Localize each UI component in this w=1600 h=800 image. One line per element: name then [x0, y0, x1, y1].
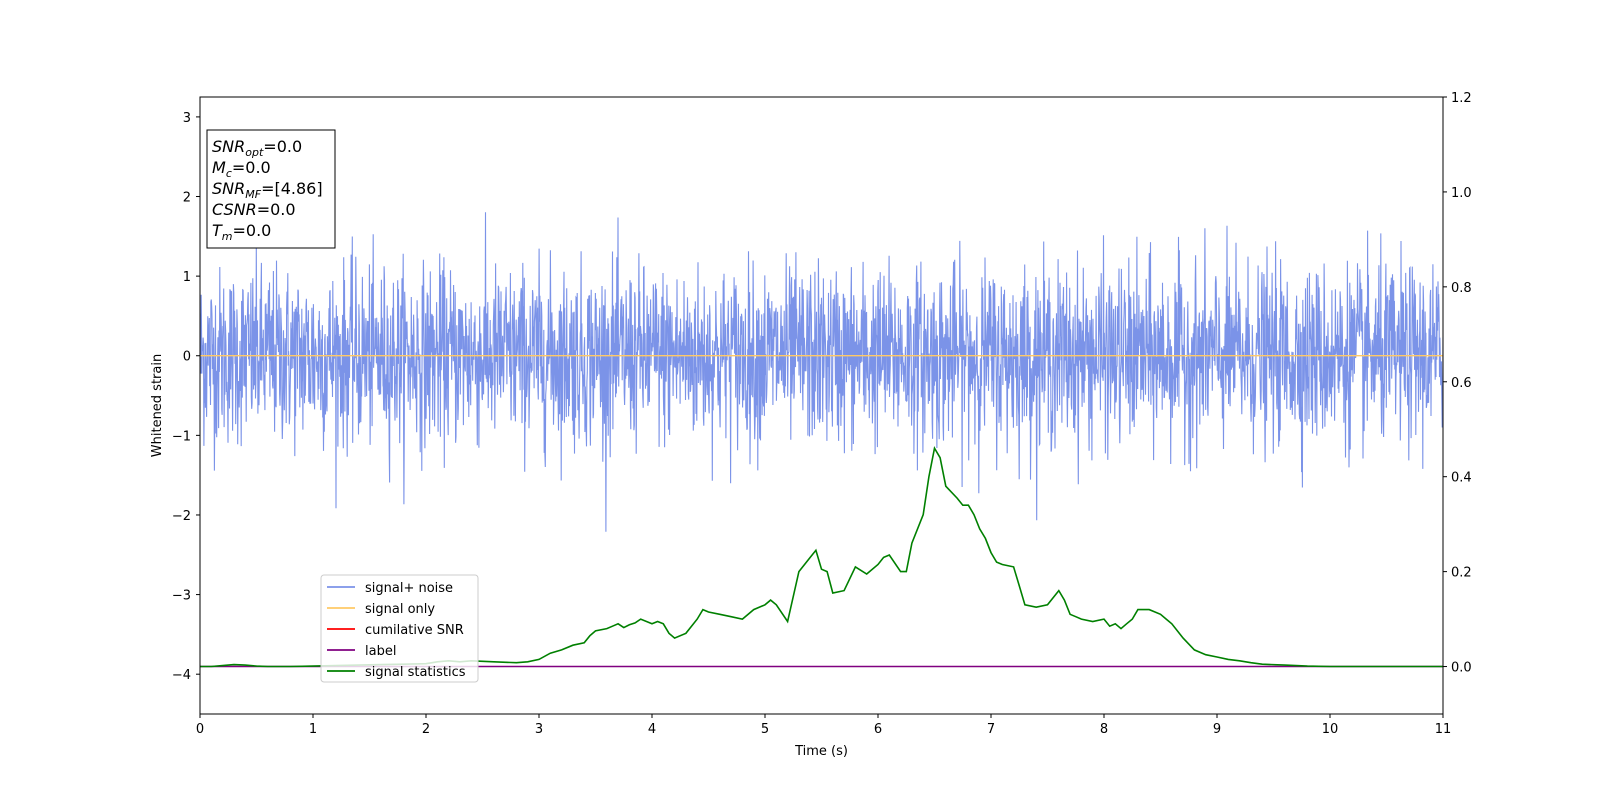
y-tick-label: 1 — [183, 270, 191, 285]
info-box-line: Mc=0.0 — [212, 158, 271, 180]
legend-entry: signal+ noise — [365, 581, 453, 596]
y-tick-label: −2 — [172, 509, 191, 524]
legend-entry: label — [365, 644, 396, 659]
signal-statistics-line — [200, 445, 1443, 668]
y2-tick-label: 0.8 — [1451, 281, 1472, 296]
x-tick-label: 3 — [535, 722, 543, 737]
y2-tick-label: 0.6 — [1451, 376, 1472, 391]
plot-frame — [199, 96, 1444, 715]
y-tick-label: −1 — [172, 429, 191, 444]
x-axis-label: Time (s) — [794, 744, 848, 759]
x-tick-label: 11 — [1435, 722, 1452, 737]
y2-tick-label: 0.0 — [1451, 661, 1472, 676]
y2-tick-label: 1.2 — [1451, 91, 1472, 106]
info-box-line: CSNR=0.0 — [212, 200, 296, 219]
y2-tick-label: 0.2 — [1451, 566, 1472, 581]
y-axis-label: Whitened strain — [150, 354, 165, 457]
x-tick-label: 9 — [1213, 722, 1221, 737]
x-tick-label: 1 — [309, 722, 317, 737]
legend: signal+ noise signal only cumilative SNR la… — [320, 574, 479, 683]
x-tick-label: 8 — [1100, 722, 1108, 737]
x-tick-label: 0 — [196, 722, 204, 737]
x-tick-label: 4 — [648, 722, 656, 737]
legend-frame — [320, 574, 479, 683]
signal-noise-series — [200, 212, 1443, 532]
x-tick-label: 7 — [987, 722, 995, 737]
y2-axis-ticks: 0.0 0.2 0.4 0.6 0.8 1.0 1.2 — [1443, 91, 1472, 676]
info-box-frame — [206, 129, 336, 249]
x-tick-label: 2 — [422, 722, 430, 737]
legend-entry: cumilative SNR — [365, 623, 464, 638]
info-box-line: Tm=0.0 — [212, 221, 271, 243]
y-tick-label: 2 — [183, 191, 191, 206]
legend-entry: signal only — [365, 602, 435, 617]
info-box-line: SNRopt=0.0 — [212, 137, 302, 159]
y2-tick-label: 0.4 — [1451, 471, 1472, 486]
legend-entry: signal statistics — [365, 665, 466, 680]
x-axis-ticks: 0 1 2 3 4 5 6 7 8 9 10 11 — [196, 714, 1451, 737]
signal-noise-line — [200, 212, 1443, 532]
y-tick-label: 3 — [183, 111, 191, 126]
x-tick-label: 5 — [761, 722, 769, 737]
y-tick-label: −4 — [172, 668, 191, 683]
x-tick-label: 10 — [1322, 722, 1339, 737]
info-box-line: SNRMF=[4.86] — [212, 179, 323, 201]
x-tick-label: 6 — [874, 722, 882, 737]
y-axis-ticks: −4 −3 −2 −1 0 1 2 3 — [172, 111, 200, 683]
y-tick-label: 0 — [183, 350, 191, 365]
y2-tick-label: 1.0 — [1451, 186, 1472, 201]
y-tick-label: −3 — [172, 589, 191, 604]
